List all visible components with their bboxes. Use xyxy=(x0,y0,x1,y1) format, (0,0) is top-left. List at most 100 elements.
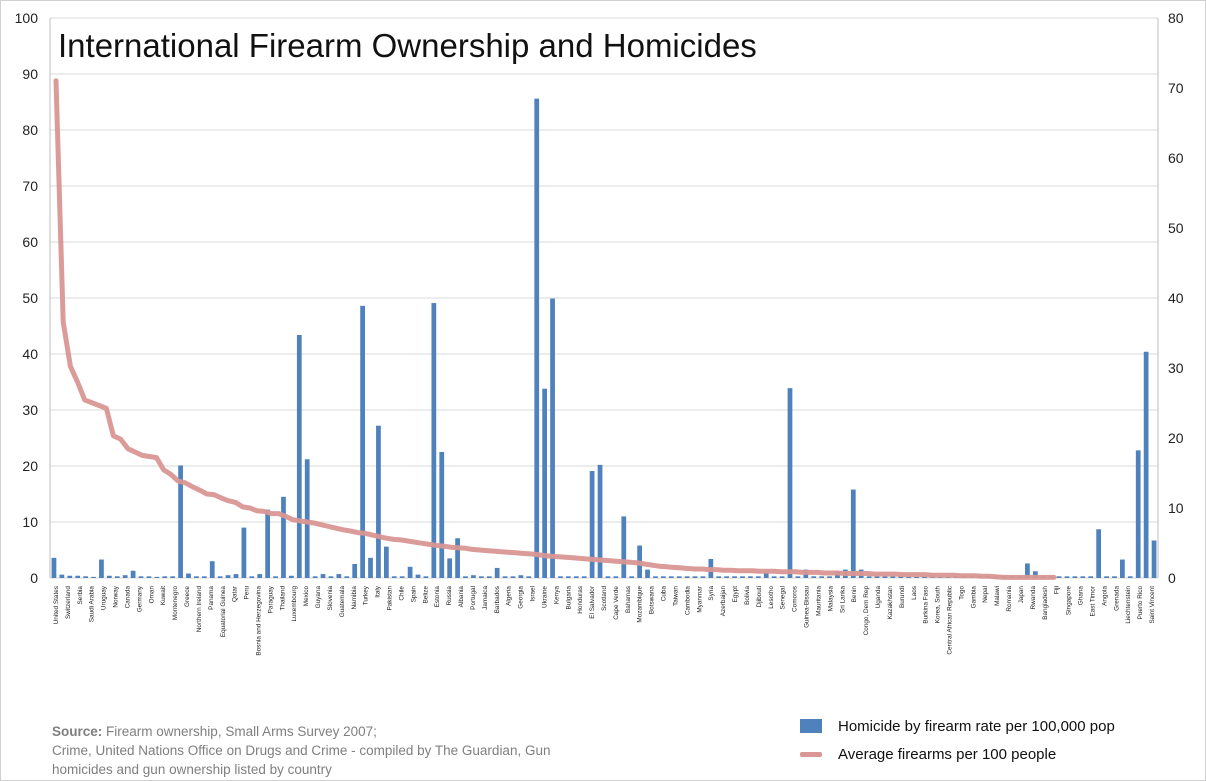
bar xyxy=(581,576,587,578)
category-label: Barbados xyxy=(494,586,501,613)
bar xyxy=(360,305,365,578)
category-label: Greece xyxy=(184,586,191,607)
bar xyxy=(455,538,460,578)
category-label: Azerbaijan xyxy=(720,586,727,617)
right-tick-label: 40 xyxy=(1168,290,1184,306)
bar xyxy=(811,576,817,578)
source-text: Firearm ownership, Small Arms Survey 200… xyxy=(106,724,377,739)
category-label: Bahamas xyxy=(625,586,632,613)
bar xyxy=(763,572,769,578)
left-tick-label: 0 xyxy=(30,570,38,586)
category-label: Malawi xyxy=(994,586,1001,606)
category-label: Kuwait xyxy=(160,586,167,605)
legend-item-line: Average firearms per 100 people xyxy=(800,740,1115,768)
category-label: Togo xyxy=(958,586,965,600)
category-label: Serbia xyxy=(77,586,84,605)
bar xyxy=(906,576,912,578)
bar xyxy=(1064,576,1070,578)
bar xyxy=(779,576,785,578)
legend-item-bars: Homicide by firearm rate per 100,000 pop xyxy=(800,712,1115,740)
category-label: Taiwan xyxy=(673,586,680,606)
bar xyxy=(281,496,286,578)
category-label: Angola xyxy=(1101,586,1108,606)
bar xyxy=(518,575,524,578)
bar xyxy=(914,576,919,578)
bar xyxy=(312,576,318,578)
category-label: Honduras xyxy=(577,586,584,614)
bar xyxy=(605,576,611,578)
bar xyxy=(376,425,381,578)
category-label: Liechtenstein xyxy=(1125,586,1132,624)
bar xyxy=(589,471,595,578)
bar xyxy=(534,98,540,578)
bar xyxy=(289,575,294,578)
category-label: Guyana xyxy=(315,586,322,609)
bar xyxy=(296,334,302,578)
bar xyxy=(1104,576,1109,578)
bar xyxy=(439,452,445,578)
source-line-3: homicides and gun ownership listed by co… xyxy=(52,762,332,777)
legend-swatch-line xyxy=(800,751,822,757)
category-label: Bulgaria xyxy=(565,586,572,610)
legend-label-bars: Homicide by firearm rate per 100,000 pop xyxy=(838,717,1115,735)
bar xyxy=(344,576,350,578)
bar xyxy=(502,576,508,578)
category-label: Paraguay xyxy=(267,585,274,613)
category-label: Saint Vincent xyxy=(1149,586,1156,624)
legend-swatch-bars xyxy=(800,719,822,733)
bar xyxy=(471,575,476,578)
bar xyxy=(1112,576,1117,578)
axis-ticks: 0 10 20 30 40 50 60 70 80 90 100 0 10 20 30 40 50 60 70 80 xyxy=(15,10,1184,586)
bar xyxy=(249,576,255,578)
bar xyxy=(328,576,334,578)
bar xyxy=(415,574,421,578)
category-label: Albania xyxy=(458,586,465,608)
bar xyxy=(486,576,492,578)
category-label: East Timor xyxy=(1090,585,1097,616)
category-label: Grenada xyxy=(1113,586,1120,611)
bar xyxy=(383,546,389,578)
bar xyxy=(106,575,112,578)
bar xyxy=(795,576,801,578)
bar xyxy=(99,559,104,578)
bar xyxy=(1056,576,1062,578)
category-label: Slovenia xyxy=(327,586,334,611)
bar xyxy=(510,576,516,578)
category-label: Luxembourg xyxy=(291,586,298,622)
bar xyxy=(1143,351,1149,578)
category-label: Mozambique xyxy=(637,586,644,623)
category-label: Portugal xyxy=(470,586,477,610)
bar xyxy=(526,576,532,578)
bar xyxy=(114,576,120,578)
bar xyxy=(566,576,571,578)
bar xyxy=(170,576,176,578)
category-label: Equatorial Guinea xyxy=(220,586,227,638)
category-label: Japan xyxy=(1018,586,1025,604)
bar xyxy=(304,459,310,578)
bar xyxy=(1025,563,1030,578)
bar xyxy=(399,576,405,578)
category-label: Montenegro xyxy=(172,586,179,621)
category-label: Korea, South xyxy=(935,586,942,624)
category-label: Russia xyxy=(446,586,453,606)
bar xyxy=(241,527,247,578)
category-label: Algeria xyxy=(506,586,513,606)
category-label: Comoros xyxy=(792,586,799,612)
category-labels: United States Switzerland Serbia Saudi Arab… xyxy=(53,585,1156,656)
bar xyxy=(407,566,413,578)
category-label: Malaysia xyxy=(827,586,834,612)
category-label: Senegal xyxy=(780,586,787,609)
bar xyxy=(75,575,81,578)
bar xyxy=(154,576,160,578)
bar xyxy=(819,576,825,578)
left-tick-label: 40 xyxy=(22,346,38,362)
category-label: Italy xyxy=(375,585,382,598)
ownership-series-line xyxy=(53,78,1057,580)
category-label: Cape Verde xyxy=(613,586,620,620)
category-label: Turkey xyxy=(363,585,370,605)
bar xyxy=(138,576,144,578)
category-label: Singapore xyxy=(1066,586,1073,616)
bar xyxy=(83,576,88,578)
right-tick-label: 0 xyxy=(1168,570,1176,586)
bar xyxy=(1080,576,1086,578)
